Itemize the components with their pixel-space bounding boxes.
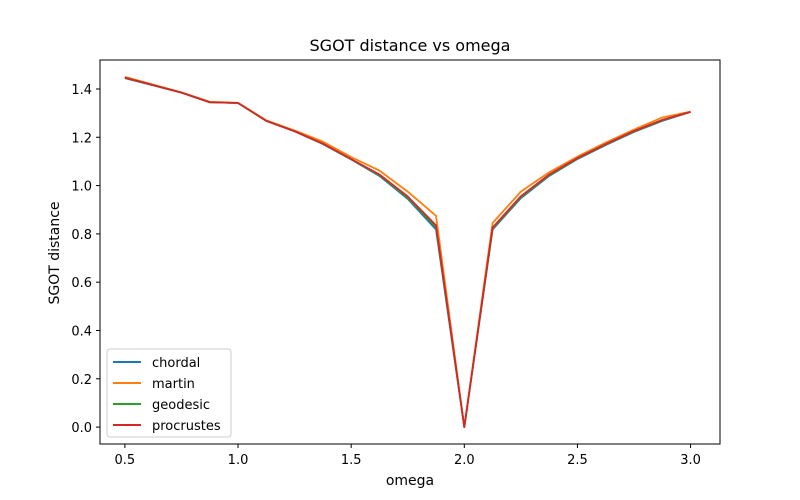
y-tick-label: 0.8 bbox=[71, 228, 92, 243]
x-axis-label: omega bbox=[386, 473, 434, 489]
chart-title: SGOT distance vs omega bbox=[310, 36, 511, 55]
legend-label-martin: martin bbox=[152, 377, 195, 392]
series-line-procrustes bbox=[124, 76, 691, 428]
plot-area: 0.5 1.0 1.5 2.0 2.5 3.0 0.0 0.2 0.4 0.6 0.8 1.0 1.2 1… bbox=[71, 59, 721, 468]
x-tick-label: 1.5 bbox=[341, 453, 362, 468]
y-tick-label: 0.6 bbox=[71, 276, 92, 291]
legend-label-procrustes: procrustes bbox=[152, 419, 221, 434]
x-tick-label: 2.0 bbox=[454, 453, 475, 468]
x-tick-label: 0.5 bbox=[115, 453, 136, 468]
x-tick-label: 3.0 bbox=[680, 453, 701, 468]
axes-frame bbox=[99, 59, 721, 445]
y-tick-label: 1.2 bbox=[71, 131, 92, 146]
y-axis-label: SGOT distance bbox=[47, 201, 63, 304]
legend: chordal martin geodesic procrustes bbox=[106, 348, 232, 438]
y-tick-label: 0.2 bbox=[71, 373, 92, 388]
y-tick-label: 0.0 bbox=[71, 421, 92, 436]
legend-label-chordal: chordal bbox=[152, 356, 200, 371]
legend-label-geodesic: geodesic bbox=[152, 398, 210, 413]
x-tick-label: 2.5 bbox=[567, 453, 588, 468]
y-tick-label: 1.0 bbox=[71, 180, 92, 195]
y-tick-label: 1.4 bbox=[71, 83, 92, 98]
y-tick-label: 0.4 bbox=[71, 324, 92, 339]
x-tick-label: 1.0 bbox=[228, 453, 249, 468]
legend-box bbox=[106, 348, 232, 438]
